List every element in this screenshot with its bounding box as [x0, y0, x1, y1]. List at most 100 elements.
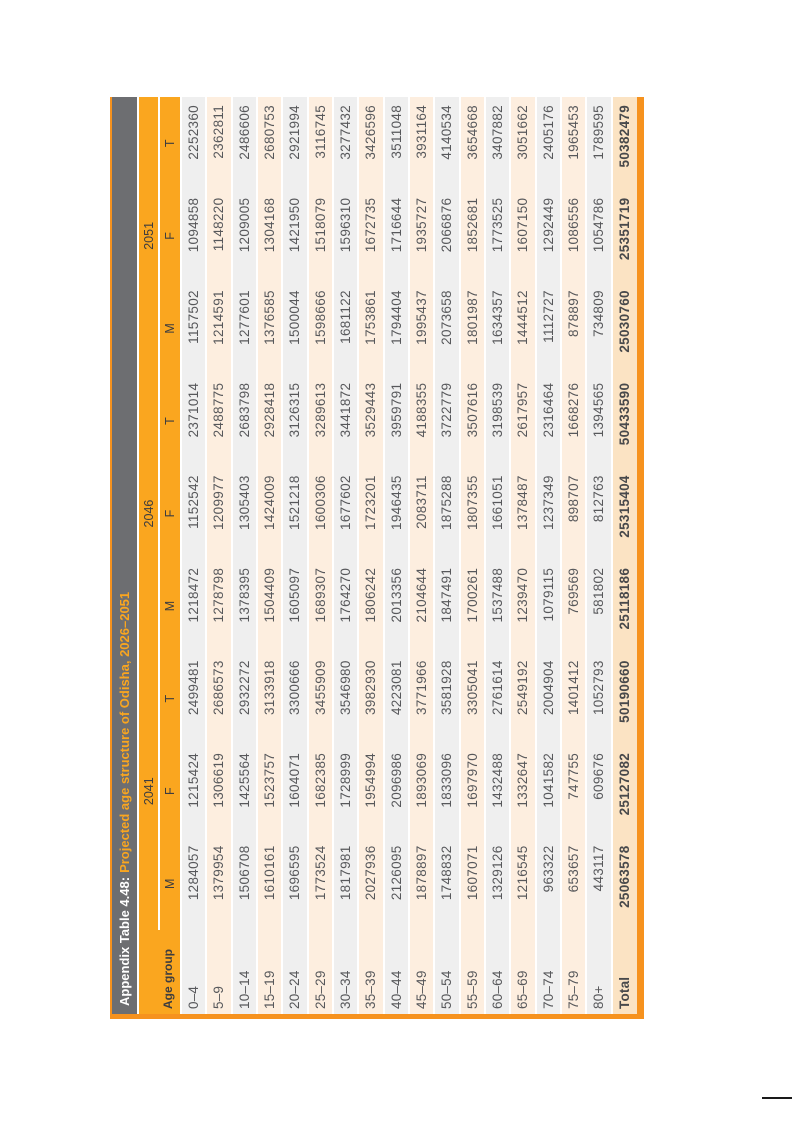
value-cell: 4223081 [383, 652, 409, 745]
value-cell: 3654668 [459, 97, 485, 190]
value-cell: 2761614 [484, 652, 511, 745]
appendix-table: Appendix Table 4.48: Projected age struct… [110, 97, 644, 1019]
sub-header-f-2051: F [159, 189, 181, 283]
value-cell: 1305403 [231, 467, 257, 560]
value-cell: 1716644 [383, 189, 409, 283]
age-cell: 45–49 [408, 930, 435, 1014]
value-cell: 3771966 [408, 652, 435, 745]
age-group-header: Age group [139, 930, 181, 1014]
value-cell: 3051662 [510, 97, 536, 190]
table-row: 65–69 1216545 1332647 2549192 1239470 1378487… [510, 97, 536, 1014]
table-row: 30–34 1817981 1728999 3546980 1764270 1677602… [332, 97, 359, 1014]
value-cell: 2083711 [408, 467, 435, 560]
table-body: 0–4 1284057 1215424 2499481 1218472 1152542 23… [181, 97, 637, 1014]
value-cell: 1216545 [510, 837, 536, 930]
value-cell: 1379954 [206, 837, 232, 930]
value-cell: 1807355 [459, 467, 485, 560]
value-cell: 3546980 [332, 652, 359, 745]
sub-header-f-2046: F [159, 467, 181, 560]
total-label-cell: Total [611, 930, 637, 1014]
value-cell: 3507616 [459, 374, 485, 468]
value-cell: 1277601 [231, 282, 257, 375]
value-cell: 1604071 [282, 744, 308, 838]
value-cell: 1394565 [586, 374, 612, 468]
value-cell: 1157502 [181, 282, 207, 375]
value-cell: 25063578 [611, 837, 637, 930]
corner-line [762, 1097, 792, 1099]
value-cell: 1700261 [459, 559, 485, 653]
value-cell: 1773524 [307, 837, 333, 930]
value-cell: 1421950 [282, 189, 308, 283]
value-cell: 1292449 [535, 189, 561, 283]
value-cell: 1852681 [459, 189, 485, 283]
table-row: 5–9 1379954 1306619 2686573 1278798 1209977 24… [206, 97, 232, 1014]
value-cell: 609676 [586, 744, 612, 838]
sub-header-t-2051: T [159, 97, 181, 190]
age-cell: 80+ [586, 930, 612, 1014]
value-cell: 3426596 [358, 97, 384, 190]
value-cell: 1689307 [307, 559, 333, 653]
value-cell: 1607150 [510, 189, 536, 283]
sub-header-t-2041: T [159, 652, 181, 745]
value-cell: 2549192 [510, 652, 536, 745]
value-cell: 1946435 [383, 467, 409, 560]
value-cell: 1094858 [181, 189, 207, 283]
age-cell: 35–39 [358, 930, 384, 1014]
value-cell: 1214591 [206, 282, 232, 375]
value-cell: 747755 [560, 744, 587, 838]
sub-header-t-2046: T [159, 374, 181, 468]
value-cell: 3289613 [307, 374, 333, 468]
value-cell: 1537488 [484, 559, 511, 653]
table-row: 55–59 1607071 1697970 3305041 1700261 1807355… [459, 97, 485, 1014]
value-cell: 3407882 [484, 97, 511, 190]
table-header: Age group 2041 2046 2051 M F T M F T M F… [139, 97, 181, 1014]
age-cell: 20–24 [282, 930, 308, 1014]
value-cell: 1847491 [434, 559, 460, 653]
value-cell: 1506708 [231, 837, 257, 930]
value-cell: 1681122 [332, 282, 359, 375]
sub-header-m-2041: M [159, 837, 181, 930]
rotated-table-container: Appendix Table 4.48: Projected age struct… [110, 97, 644, 1019]
value-cell: 1425564 [231, 744, 257, 838]
age-cell: 10–14 [231, 930, 257, 1014]
value-cell: 2004904 [535, 652, 561, 745]
value-cell: 1432488 [484, 744, 511, 838]
value-cell: 1329126 [484, 837, 511, 930]
value-cell: 2686573 [206, 652, 232, 745]
year-header-2046: 2046 [139, 374, 159, 653]
value-cell: 1682385 [307, 744, 333, 838]
value-cell: 1806242 [358, 559, 384, 653]
table-row: 70–74 963322 1041582 2004904 1079115 1237349 2… [535, 97, 561, 1014]
value-cell: 3982930 [358, 652, 384, 745]
value-cell: 1278798 [206, 559, 232, 653]
table-row: 20–24 1696595 1604071 3300666 1605097 1521218… [282, 97, 308, 1014]
value-cell: 878897 [560, 282, 587, 375]
value-cell: 25030760 [611, 282, 637, 375]
value-cell: 2928418 [256, 374, 283, 468]
value-cell: 2252360 [181, 97, 207, 190]
age-cell: 65–69 [510, 930, 536, 1014]
age-cell: 30–34 [332, 930, 359, 1014]
value-cell: 3305041 [459, 652, 485, 745]
value-cell: 1677602 [332, 467, 359, 560]
value-cell: 1753861 [358, 282, 384, 375]
value-cell: 1086556 [560, 189, 587, 283]
value-cell: 25315404 [611, 467, 637, 560]
value-cell: 1773525 [484, 189, 511, 283]
value-cell: 1878897 [408, 837, 435, 930]
age-cell: 25–29 [307, 930, 333, 1014]
table-row: 15–19 1610161 1523757 3133918 1504409 1424009… [256, 97, 283, 1014]
value-cell: 1723201 [358, 467, 384, 560]
value-cell: 1500044 [282, 282, 308, 375]
value-cell: 2362811 [206, 97, 232, 190]
value-cell: 1376585 [256, 282, 283, 375]
value-cell: 1518079 [307, 189, 333, 283]
value-cell: 769569 [560, 559, 587, 653]
sub-header-f-2041: F [159, 744, 181, 838]
value-cell: 2104644 [408, 559, 435, 653]
value-cell: 3300666 [282, 652, 308, 745]
value-cell: 50382479 [611, 97, 637, 190]
value-cell: 4188355 [408, 374, 435, 468]
value-cell: 50190660 [611, 652, 637, 745]
